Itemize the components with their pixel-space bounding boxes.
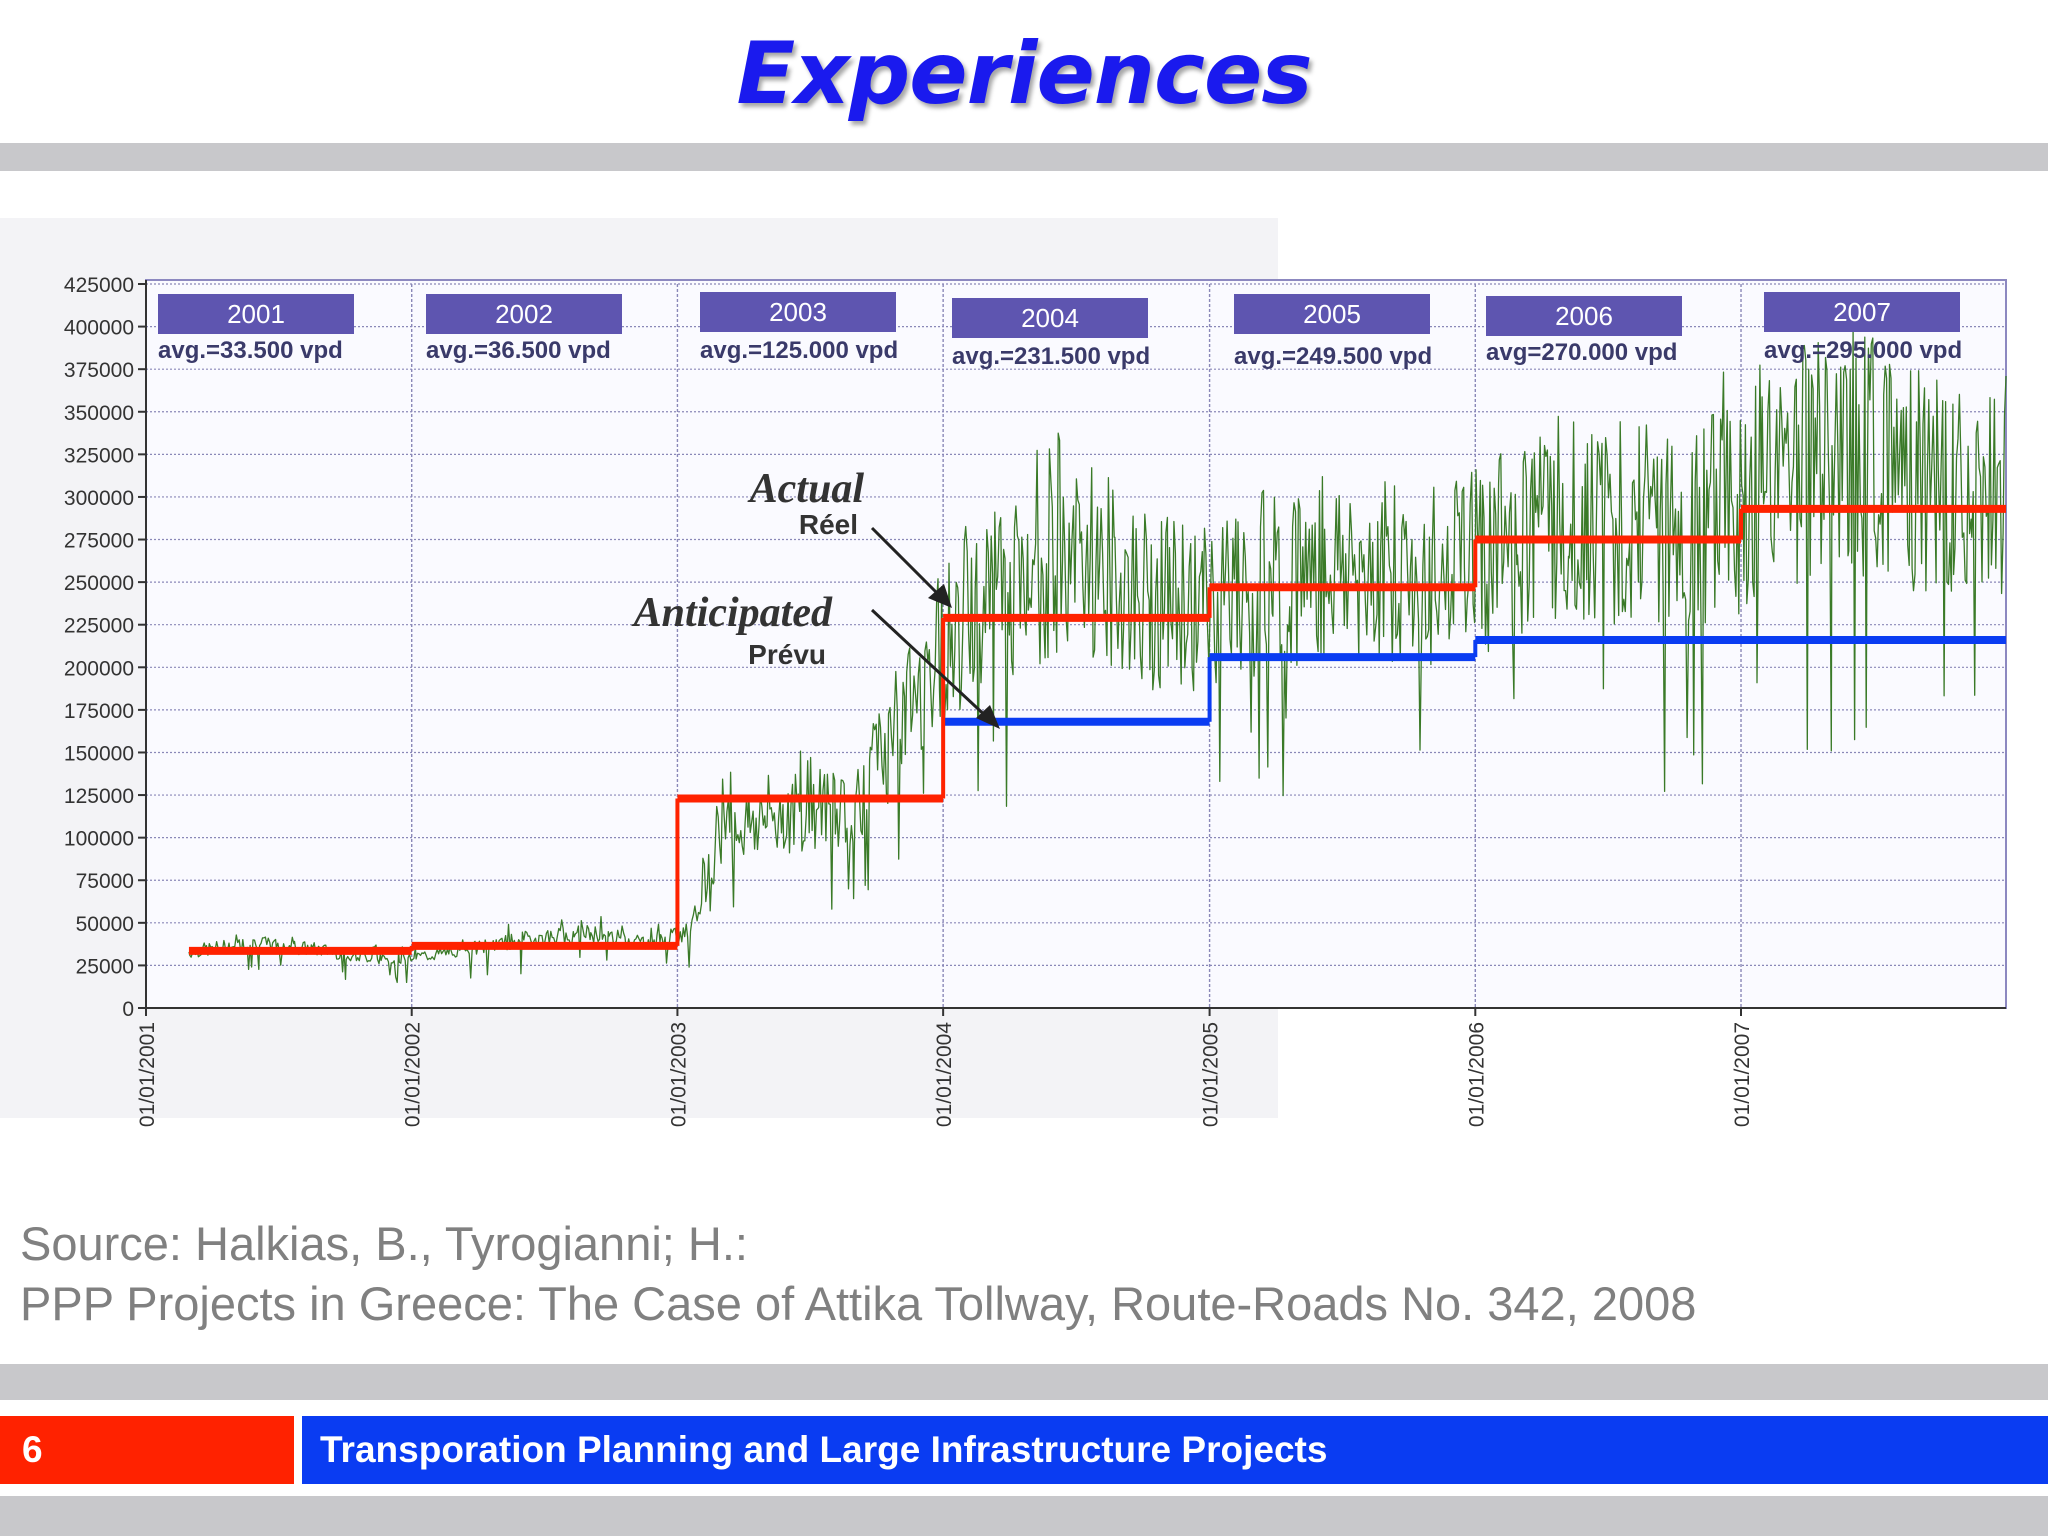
annotation-anticipated-arrow: [870, 608, 992, 722]
top-divider-bar: [0, 143, 2048, 171]
year-label-2001: 2001: [227, 299, 285, 329]
y-tick-label: 200000: [64, 657, 134, 680]
y-tick-label: 400000: [64, 317, 134, 340]
final-divider-bar: [0, 1496, 2048, 1536]
y-tick-label: 75000: [76, 870, 134, 893]
year-label-2003: 2003: [769, 297, 827, 327]
annotation-actual-sub: Réel: [799, 509, 858, 540]
x-tick-label: 01/01/2001: [136, 1022, 159, 1127]
year-avg-2007: avg.=295.000 vpd: [1764, 337, 1962, 364]
year-box-2007: [1764, 292, 1960, 332]
y-tick-label: 225000: [64, 615, 134, 638]
year-avg-2005: avg.=249.500 vpd: [1234, 343, 1432, 370]
year-label-2006: 2006: [1555, 301, 1613, 331]
y-tick-label: 275000: [64, 530, 134, 553]
bottom-divider-bar: [0, 1364, 2048, 1400]
year-avg-2003: avg.=125.000 vpd: [700, 337, 898, 364]
y-tick-label: 375000: [64, 359, 134, 382]
y-tick-label: 325000: [64, 444, 134, 467]
y-tick-label: 125000: [64, 785, 134, 808]
year-label-2004: 2004: [1021, 303, 1079, 333]
x-tick-label: 01/01/2002: [402, 1022, 425, 1127]
year-box-2004: [952, 298, 1148, 338]
source-line-1: Source: Halkias, B., Tyrogianni; H.:: [20, 1217, 748, 1270]
year-box-2001: [158, 294, 354, 334]
y-tick-label: 50000: [76, 913, 134, 936]
annotation-actual-arrow: [870, 526, 944, 600]
footer-title: Transporation Planning and Large Infrast…: [302, 1416, 2048, 1484]
y-tick-label: 175000: [64, 700, 134, 723]
x-tick-label: 01/01/2004: [933, 1022, 956, 1127]
year-avg-2002: avg.=36.500 vpd: [426, 337, 611, 364]
traffic-chart: 0 25000 50000 75000 100000 125000 150000 175000…: [64, 274, 2007, 1127]
year-label-2002: 2002: [495, 299, 553, 329]
annotation-actual: Actual: [747, 466, 865, 512]
y-tick-label: 150000: [64, 742, 134, 765]
year-label-2007: 2007: [1833, 297, 1891, 327]
y-tick-label: 0: [122, 998, 134, 1021]
year-label-2005: 2005: [1303, 299, 1361, 329]
year-box-2002: [426, 294, 622, 334]
year-avg-2001: avg.=33.500 vpd: [158, 337, 343, 364]
slide-title: Experiences: [736, 24, 1312, 124]
year-headers: 2001 avg.=33.500 vpd 2002 avg.=36.500 vpd 20…: [158, 292, 1962, 370]
page-number: 6: [0, 1416, 294, 1484]
source-citation: Source: Halkias, B., Tyrogianni; H.: PPP…: [20, 1214, 1696, 1334]
y-tick-label: 100000: [64, 828, 134, 851]
year-avg-2004: avg.=231.500 vpd: [952, 343, 1150, 370]
y-tick-label: 250000: [64, 572, 134, 595]
year-avg-2006: avg=270.000 vpd: [1486, 339, 1677, 366]
y-tick-label: 25000: [76, 955, 134, 978]
x-tick-label: 01/01/2003: [667, 1022, 690, 1127]
year-box-2003: [700, 292, 896, 332]
y-tick-label: 300000: [64, 487, 134, 510]
source-line-2: PPP Projects in Greece: The Case of Atti…: [20, 1277, 1697, 1330]
annotation-anticipated-sub: Prévu: [748, 639, 826, 670]
annotation-actual-arrowhead: [928, 584, 952, 608]
y-tick-label: 425000: [64, 274, 134, 297]
y-tick-label: 350000: [64, 402, 134, 425]
annotation-anticipated-arrowhead: [976, 705, 1000, 729]
year-box-2005: [1234, 294, 1430, 334]
x-tick-label: 01/01/2005: [1200, 1022, 1223, 1127]
x-tick-label: 01/01/2006: [1465, 1022, 1488, 1127]
x-tick-label: 01/01/2007: [1731, 1022, 1754, 1127]
year-box-2006: [1486, 296, 1682, 336]
annotation-anticipated: Anticipated: [631, 590, 833, 636]
axes: 0 25000 50000 75000 100000 125000 150000 175000…: [64, 274, 2006, 1127]
